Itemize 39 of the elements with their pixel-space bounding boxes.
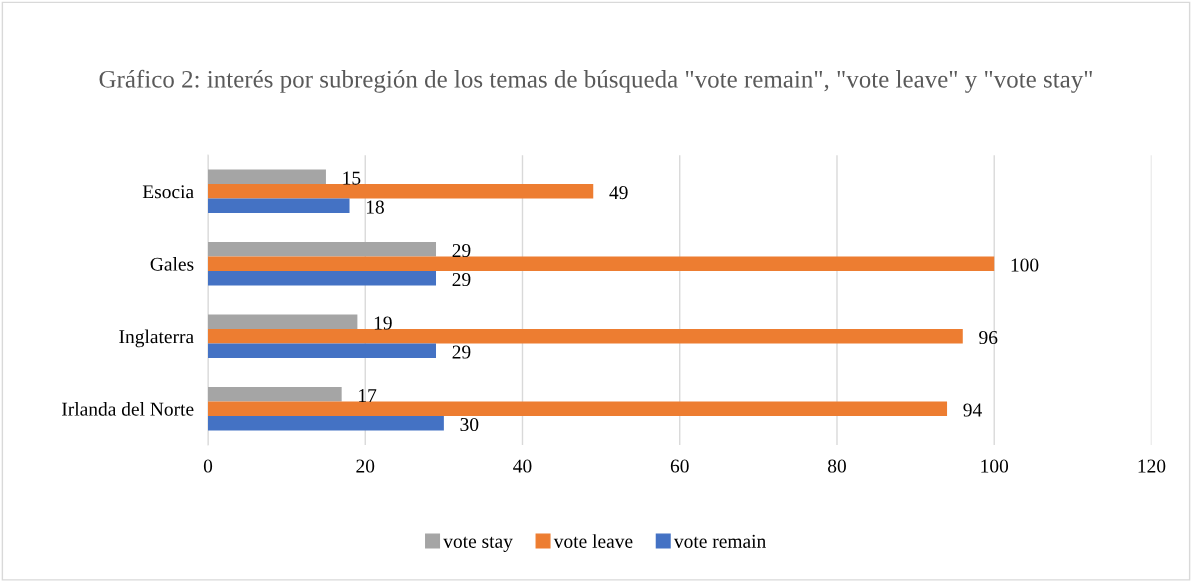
data-label: 94 <box>963 403 982 417</box>
legend-label: vote stay <box>443 536 513 552</box>
data-label: 18 <box>366 200 384 214</box>
legend-label: vote remain <box>673 534 766 548</box>
bar <box>208 184 594 199</box>
bar <box>208 401 948 417</box>
data-label: 19 <box>374 316 392 330</box>
bar <box>208 198 350 214</box>
bar <box>208 387 342 402</box>
x-tick-label: 0 <box>203 459 213 473</box>
bar <box>208 242 437 257</box>
data-label: 29 <box>452 345 471 359</box>
data-label: 30 <box>460 417 479 432</box>
chart-title: Gráfico 2: interés por subregión de los temas de búsqueda "vote remain", "vote leave" y "vote stay" <box>99 69 1092 93</box>
bar <box>208 343 437 359</box>
x-tick-label: 80 <box>828 459 846 473</box>
data-label: 100 <box>1011 258 1039 272</box>
y-tick-label: Esocia <box>142 185 194 199</box>
x-tick-label: 100 <box>981 459 1009 473</box>
y-tick-label: Gales <box>150 257 194 271</box>
x-tick-label: 60 <box>670 459 689 473</box>
legend-label: vote leave <box>553 534 633 548</box>
bar <box>208 416 444 431</box>
y-tick-label: Irlanda del Norte <box>62 402 194 416</box>
bar <box>208 271 437 286</box>
data-label: 15 <box>343 171 361 185</box>
data-label: 17 <box>359 389 377 402</box>
bar <box>208 169 326 185</box>
data-label: 29 <box>452 273 471 287</box>
bar <box>208 314 358 330</box>
x-tick-label: 120 <box>1138 459 1166 473</box>
x-tick-label: 20 <box>356 459 375 473</box>
x-tick-label: 40 <box>513 459 532 473</box>
data-label: 49 <box>609 186 628 200</box>
bar <box>208 329 963 344</box>
y-tick-label: Inglaterra <box>119 329 194 348</box>
data-label: 96 <box>979 331 998 345</box>
data-label: 29 <box>452 244 471 258</box>
bar <box>208 256 995 272</box>
